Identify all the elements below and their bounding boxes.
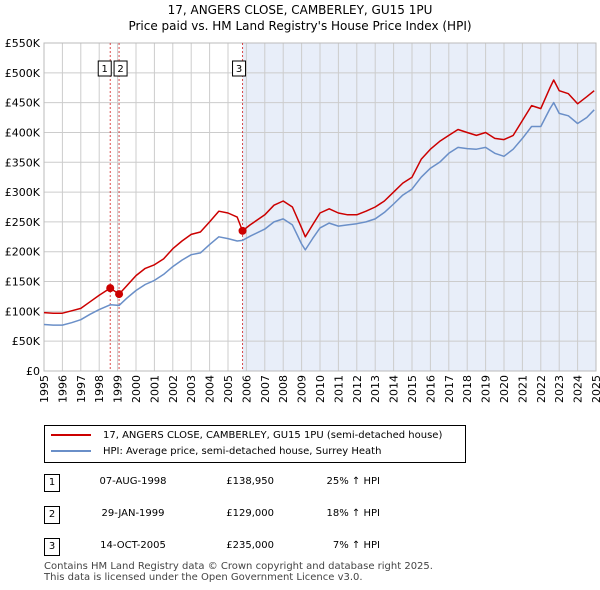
x-tick-label: 2018 [461,375,474,403]
legend: 17, ANGERS CLOSE, CAMBERLEY, GU15 1PU (s… [44,425,466,463]
x-tick-label: 2000 [130,375,143,403]
footer-copyright: Contains HM Land Registry data © Crown c… [44,561,433,572]
series-line-hpi [43,101,595,326]
x-tick-label: 2002 [167,375,180,403]
x-tick-label: 2007 [259,375,272,403]
x-tick-label: 2003 [185,375,198,403]
x-tick-label: 2016 [424,375,437,403]
legend-line-hpi [51,450,91,452]
x-tick-label: 2011 [332,375,345,403]
chart-title: 17, ANGERS CLOSE, CAMBERLEY, GU15 1PU [167,3,433,17]
sale-hpi-change: 18% ↑ HPI [326,508,380,519]
y-tick-label: £300K [5,186,41,199]
y-tick-label: £200K [5,246,41,259]
y-tick-label: £350K [5,156,41,169]
x-tick-label: 2025 [590,375,600,403]
y-tick-label: £450K [5,97,41,110]
sale-date: 14-OCT-2005 [100,540,166,551]
sale-price: £138,950 [226,476,274,487]
x-tick-label: 2005 [222,375,235,403]
y-tick-label: £0 [26,365,40,378]
x-tick-label: 2017 [443,375,456,403]
legend-line-property [51,434,91,436]
x-tick-label: 1996 [56,375,69,403]
sale-point [238,226,247,235]
sale-marker-box [113,60,128,77]
x-tick-label: 2009 [296,375,309,403]
sale-hpi-change: 25% ↑ HPI [326,476,380,487]
legend-item-property: 17, ANGERS CLOSE, CAMBERLEY, GU15 1PU (s… [51,429,442,443]
sale-price: £235,000 [226,540,274,551]
x-tick-label: 2001 [148,375,161,403]
sale-number-badge: 3 [44,538,60,556]
x-tick-label: 2006 [240,375,253,403]
sale-hpi-change: 7% ↑ HPI [332,540,380,551]
x-tick-label: 2008 [277,375,290,403]
x-tick-label: 2010 [314,375,327,403]
sale-point [106,284,115,293]
sale-marker-label: 1 [102,64,108,75]
x-tick-label: 2020 [498,375,511,403]
plot-frame [43,42,597,372]
legend-label-property: 17, ANGERS CLOSE, CAMBERLEY, GU15 1PU (s… [103,430,443,441]
x-tick-label: 2021 [516,375,529,403]
sale-number-badge: 2 [44,506,60,524]
sale-number-badge: 1 [44,474,60,492]
x-tick-label: 1998 [93,375,106,403]
x-tick-label: 2015 [406,375,419,403]
sale-marker-label: 3 [236,64,242,75]
x-tick-label: 2013 [369,375,382,403]
x-tick-label: 2012 [351,375,364,403]
series-line-property [43,79,595,314]
y-tick-label: £100K [5,305,41,318]
legend-item-hpi: HPI: Average price, semi-detached house,… [51,445,381,459]
y-tick-label: £550K [5,37,41,50]
footer-license: This data is licensed under the Open Gov… [44,572,363,583]
y-tick-label: £150K [5,276,41,289]
x-tick-label: 1997 [75,375,88,403]
sale-point [115,290,124,299]
price-chart: £0 £50K £100K £150K £200K £250K £300K £350K £400… [5,37,600,403]
post-sale-shade [242,43,596,371]
sale-date: 29-JAN-1999 [101,508,165,519]
y-tick-label: £500K [5,67,41,80]
y-tick-label: £50K [12,335,41,348]
chart-subtitle: Price paid vs. HM Land Registry's House … [128,19,472,33]
sale-marker-box [97,60,112,77]
x-tick-label: 2024 [572,375,585,403]
sale-date: 07-AUG-1998 [99,476,167,487]
legend-label-hpi: HPI: Average price, semi-detached house,… [103,446,382,457]
x-tick-label: 2022 [535,375,548,403]
sale-marker-label: 2 [117,64,123,75]
sale-marker-box [232,60,247,77]
sale-price: £129,000 [226,508,274,519]
y-tick-label: £250K [5,216,41,229]
y-tick-label: £400K [5,126,41,139]
x-tick-label: 2019 [480,375,493,403]
x-tick-label: 1999 [112,375,125,403]
x-tick-label: 2014 [388,375,401,403]
x-tick-label: 1995 [38,375,51,403]
x-tick-label: 2004 [204,375,217,403]
x-tick-label: 2023 [553,375,566,403]
